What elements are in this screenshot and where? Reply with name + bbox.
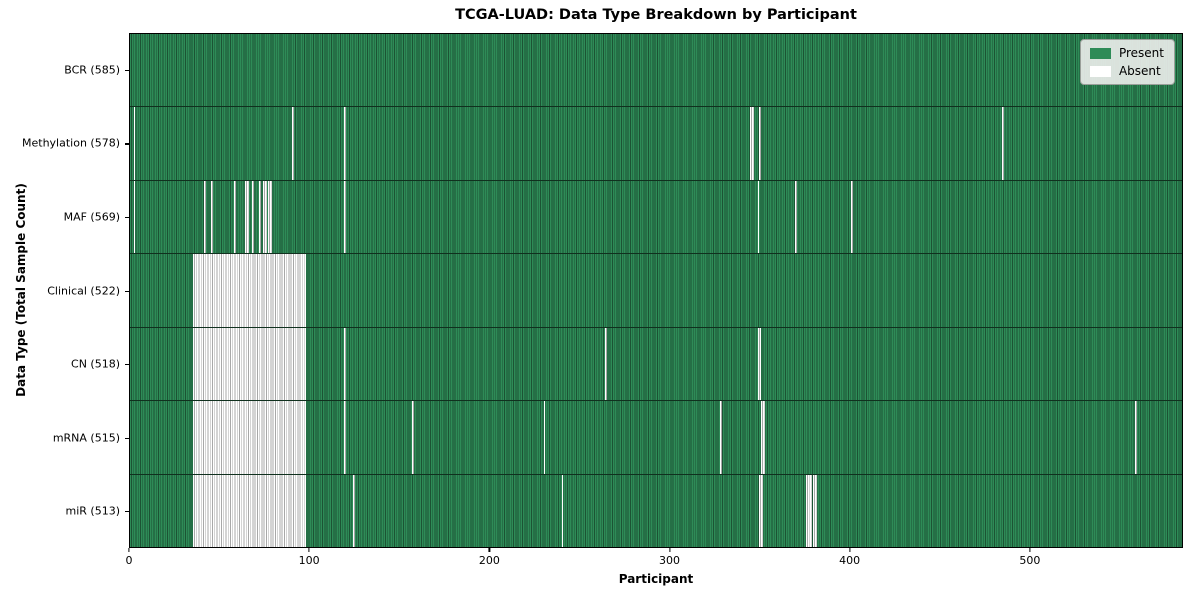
y-tick-mark <box>125 216 129 219</box>
x-axis: 0 100 200 300 400 500 <box>125 548 1183 570</box>
absent-segment <box>561 474 564 547</box>
absent-segment <box>192 401 307 474</box>
plot-area: Present Absent <box>129 33 1183 548</box>
row-maf <box>130 180 1182 255</box>
absent-segment <box>759 474 763 547</box>
x-axis-label: Participant <box>618 572 694 586</box>
absent-segment <box>343 180 346 254</box>
legend-item-absent: Absent <box>1089 64 1164 78</box>
y-axis: BCR (585) Methylation (578) MAF (569) Clini… <box>0 33 129 548</box>
x-tick-label: 0 <box>125 554 133 567</box>
y-tick-mark <box>125 69 129 71</box>
x-tick-label: 200 <box>478 554 500 567</box>
x-tick-mark <box>488 548 490 552</box>
absent-segment <box>343 401 346 474</box>
absent-segment <box>252 180 255 254</box>
absent-segment <box>750 107 754 180</box>
x-tick-mark <box>849 548 851 552</box>
x-tick-label: 300 <box>659 554 680 567</box>
x-tick-mark <box>308 548 310 552</box>
legend-label: Absent <box>1118 64 1161 78</box>
x-tick-mark <box>668 548 671 552</box>
x-tick-label: 400 <box>839 554 861 567</box>
absent-segment <box>719 401 722 474</box>
absent-segment <box>259 180 262 254</box>
absent-segment <box>343 107 346 180</box>
absent-segment <box>813 474 817 547</box>
legend-item-present: Present <box>1089 46 1164 60</box>
absent-segment <box>757 180 760 254</box>
absent-segment <box>604 327 607 401</box>
row-clinical <box>130 254 1182 328</box>
absent-segment <box>352 474 355 547</box>
x-tick-mark <box>1029 548 1031 552</box>
absent-segment <box>234 180 237 254</box>
absent-segment <box>757 327 762 401</box>
absent-segment <box>133 107 136 180</box>
y-tick-label-methylation: Methylation (578) <box>22 136 120 150</box>
row-cn <box>130 327 1182 402</box>
absent-segment <box>543 401 546 474</box>
y-tick-label-cn: CN (518) <box>71 357 120 371</box>
y-tick-label-mrna: mRNA (515) <box>52 431 120 445</box>
absent-segment <box>203 180 206 254</box>
chart-title: TCGA-LUAD: Data Type Breakdown by Partic… <box>455 7 857 23</box>
absent-segment <box>192 327 307 401</box>
y-tick-label-clinical: Clinical (522) <box>47 284 120 297</box>
absent-segment <box>210 180 213 254</box>
absent-segment <box>291 107 294 180</box>
absent-segment <box>133 180 136 254</box>
absent-segment <box>268 180 273 254</box>
absent-segment <box>412 401 415 474</box>
row-methylation <box>130 107 1182 181</box>
absent-segment <box>851 180 853 254</box>
absent-segment <box>795 180 798 254</box>
y-tick-mark <box>125 437 129 439</box>
y-tick-mark <box>125 143 129 145</box>
absent-segment <box>759 107 762 180</box>
absent-segment <box>761 401 765 474</box>
absent-segment <box>192 254 307 327</box>
absent-segment <box>1002 107 1004 180</box>
absent-segment <box>343 327 346 401</box>
legend-label: Present <box>1118 46 1164 60</box>
y-tick-mark <box>125 511 129 513</box>
legend-swatch-absent <box>1089 65 1111 77</box>
x-tick-mark <box>128 548 130 552</box>
absent-segment <box>806 474 812 547</box>
absent-segment <box>245 180 249 254</box>
x-tick-label: 500 <box>1019 554 1041 567</box>
y-tick-mark <box>125 364 129 366</box>
y-tick-label-bcr: BCR (585) <box>64 63 120 77</box>
y-tick-mark <box>125 290 129 292</box>
absent-segment <box>1135 401 1138 474</box>
y-tick-label-mir: miR (513) <box>65 504 121 518</box>
absent-segment <box>263 180 267 254</box>
absent-segment <box>192 474 307 547</box>
legend-swatch-present <box>1089 47 1111 59</box>
row-mir <box>130 474 1182 547</box>
y-tick-label-maf: MAF (569) <box>63 210 120 224</box>
x-tick-label: 100 <box>298 554 320 567</box>
legend: Present Absent <box>1079 39 1175 85</box>
row-bcr <box>130 34 1182 108</box>
row-mrna <box>130 401 1182 475</box>
